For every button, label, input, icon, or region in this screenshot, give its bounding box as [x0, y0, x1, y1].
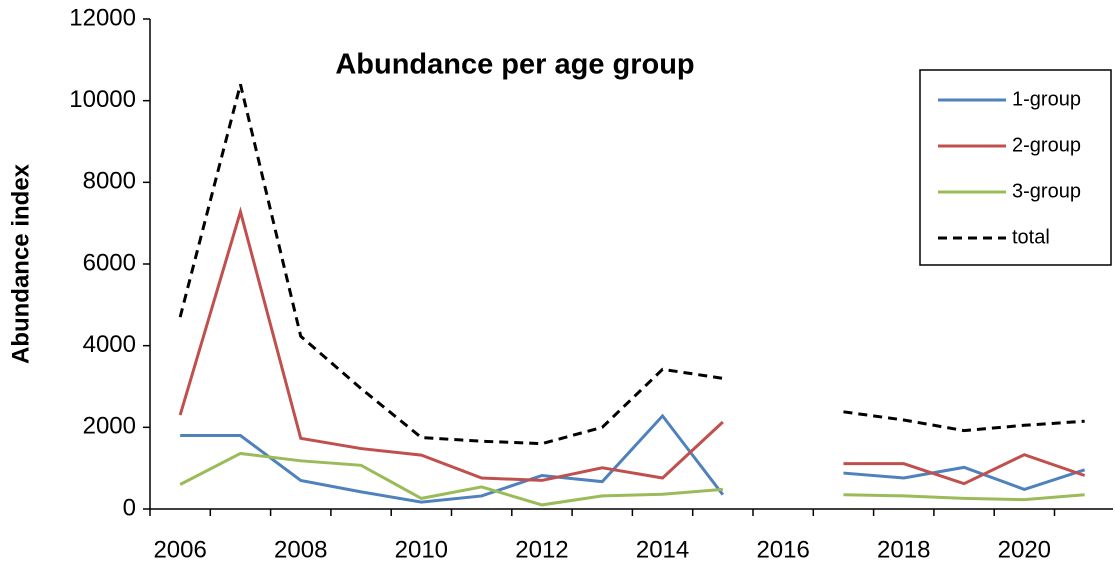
legend-label: 3-group — [1012, 180, 1081, 202]
y-tick-label: 6000 — [83, 249, 136, 276]
x-tick-label: 2018 — [877, 536, 930, 563]
legend-box — [919, 69, 1112, 266]
legend-label: 2-group — [1012, 134, 1081, 156]
series-line — [179, 451, 1085, 507]
y-tick-label: 2000 — [83, 413, 136, 440]
y-tick-label: 8000 — [83, 168, 136, 195]
x-tick-label: 2014 — [636, 536, 689, 563]
x-tick-label: 2008 — [274, 536, 327, 563]
x-tick-label: 2006 — [153, 536, 206, 563]
x-tick-label: 2020 — [998, 536, 1051, 563]
series-line — [178, 83, 1085, 446]
y-tick-label: 12000 — [69, 4, 136, 31]
legend-label: total — [1012, 226, 1050, 248]
legend-label: 1-group — [1012, 88, 1081, 110]
y-tick-label: 10000 — [69, 86, 136, 113]
y-axis-label: Abundance index — [7, 163, 34, 364]
series-line — [178, 206, 1086, 486]
x-tick-label: 2012 — [515, 536, 568, 563]
y-tick-label: 0 — [123, 494, 136, 521]
y-tick-label: 4000 — [83, 331, 136, 358]
chart-title: Abundance per age group — [335, 49, 694, 81]
x-tick-label: 2010 — [395, 536, 448, 563]
x-tick-label: 2016 — [756, 536, 809, 563]
